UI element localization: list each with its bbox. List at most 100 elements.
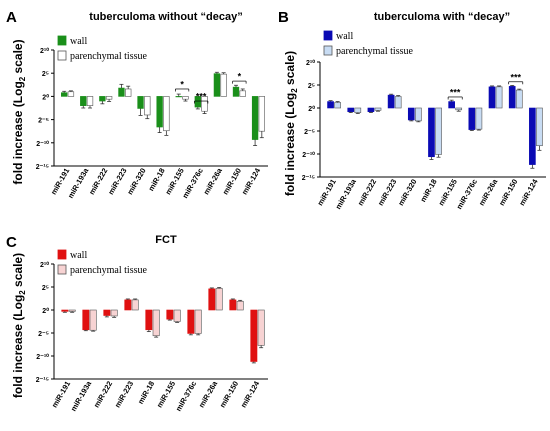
- panel-c-bar: [89, 309, 97, 331]
- panel-b-label: B: [278, 9, 289, 26]
- panel-b-bar: [475, 107, 483, 130]
- panel-a-y-tick-label: 2⁵: [42, 71, 49, 78]
- panel-a-bar: [67, 91, 75, 97]
- panel-b-bar: [488, 86, 496, 109]
- panel-c-title: FCT: [155, 234, 177, 246]
- panel-a-bar: [125, 88, 132, 97]
- panel-c-bar: [152, 309, 160, 337]
- panel-a-bar: [163, 96, 170, 132]
- panel-b-significance-label: ***: [510, 72, 521, 82]
- panel-b-significance-label: ***: [450, 87, 461, 97]
- panel-a-x-tick-label: miR-124: [240, 166, 263, 196]
- panel-a-bar: [182, 96, 189, 100]
- panel-a-bar: [251, 96, 259, 140]
- panel-b-y-tick-label: 2⁰: [308, 105, 315, 113]
- panel-a-x-tick-label: miR-320: [125, 167, 147, 197]
- panel-b-bar: [495, 86, 503, 109]
- panel-c-x-tick-label: miR-191: [50, 380, 72, 410]
- panel-c-bar: [68, 309, 76, 312]
- panel-b-x-tick-label: miR-124: [517, 177, 540, 207]
- panel-c-y-axis-label: fold increase (Log2 scale): [11, 253, 27, 398]
- panel-c-y-tick-label: 2⁻⁵: [38, 331, 49, 338]
- panel-c-x-tick-label: miR-222: [92, 380, 114, 410]
- panel-a-bar: [99, 96, 106, 102]
- panel-c-bar: [229, 299, 237, 311]
- panel-b-bar: [428, 107, 435, 158]
- panel-a-bar: [239, 90, 246, 97]
- panel-b-bar: [435, 107, 442, 155]
- panel-a-bar: [220, 73, 227, 97]
- panel-b-x-tick-label: miR-320: [396, 178, 418, 208]
- panel-c-bar: [166, 309, 174, 320]
- panel-a-bar: [86, 96, 94, 106]
- panel-a-y-tick-label: 2⁻⁵: [38, 118, 49, 125]
- panel-b-bar: [515, 89, 523, 109]
- panel-a-bar: [175, 96, 182, 98]
- panel-b-y-tick-label: 2⁵: [308, 83, 315, 90]
- panel-a-x-tick-label: miR-18: [146, 167, 166, 193]
- panel-a-bar: [118, 87, 125, 97]
- panel-b-y-tick-label: 2⁻¹⁰: [302, 151, 315, 159]
- panel-b-legend-swatch: [323, 45, 333, 56]
- panel-c-bar: [250, 309, 258, 362]
- panel-c-bar: [208, 288, 216, 311]
- panel-c-bar: [82, 309, 90, 331]
- panel-a-bar: [137, 96, 144, 109]
- panel-c-legend-swatch: [57, 249, 67, 260]
- panel-b-bar: [508, 86, 516, 109]
- panel-c-y-tick-label: 2¹⁰: [40, 261, 49, 269]
- panel-b-bar: [334, 102, 341, 109]
- panel-c-x-tick-label: miR-150: [218, 380, 240, 410]
- panel-c-x-tick-label: miR-376c: [174, 380, 198, 413]
- panel-b-legend-swatch: [323, 30, 333, 41]
- panel-b-bar: [347, 107, 355, 112]
- panel-c-bar: [215, 288, 223, 311]
- panel-b-bar: [455, 107, 463, 111]
- panel-b-bar: [354, 107, 362, 113]
- panel-a-bar: [213, 73, 221, 97]
- panel-a-bar: [156, 96, 163, 128]
- panel-b-y-tick-label: 2⁻¹⁵: [302, 175, 315, 182]
- panel-b-bar: [415, 107, 422, 122]
- panel-c-bar: [110, 309, 118, 317]
- panel-c-bar: [187, 309, 195, 334]
- panel-c-bar: [61, 309, 69, 312]
- panel-c-y-tick-label: 2⁵: [42, 285, 49, 292]
- panel-c-label: C: [6, 234, 17, 251]
- panel-b-bar: [394, 96, 402, 109]
- panel-b-legend-label: parenchymal tissue: [336, 46, 413, 57]
- panel-c-legend-swatch: [57, 264, 67, 275]
- panel-a-legend-label: wall: [70, 36, 87, 47]
- panel-a-bar: [61, 92, 68, 97]
- panel-b-legend-label: wall: [336, 31, 353, 42]
- panel-c-bar: [131, 299, 139, 311]
- panel-c-legend-label: wall: [70, 250, 87, 261]
- panel-a-significance-label: ***: [196, 92, 207, 102]
- panel-c-bar: [103, 309, 111, 316]
- panel-a-label: A: [6, 9, 17, 26]
- panel-c-bar: [124, 299, 132, 311]
- panel-c-x-tick-label: miR-18: [136, 380, 156, 406]
- panel-c-x-tick-label: miR-26a: [197, 379, 220, 409]
- panel-a-bar: [105, 96, 113, 100]
- panel-b-y-tick-label: 2⁻⁵: [304, 129, 315, 136]
- panel-b-bar: [327, 101, 334, 109]
- panel-c-bar: [194, 309, 202, 334]
- panel-b-y-tick-label: 2¹⁰: [306, 59, 315, 67]
- panel-b-bar: [407, 107, 415, 121]
- panel-b-bar: [367, 107, 375, 112]
- panel-c-x-tick-label: miR-193a: [69, 379, 94, 413]
- panel-a-bar: [232, 86, 240, 97]
- panel-c-x-tick-label: miR-155: [155, 380, 177, 410]
- panel-a-legend-swatch: [57, 50, 67, 61]
- panel-a-bar: [144, 96, 151, 116]
- panel-b-x-tick-label: miR-18: [418, 178, 438, 204]
- panel-a-legend-label: parenchymal tissue: [70, 51, 147, 62]
- panel-b-bar: [448, 101, 455, 109]
- panel-c-legend-label: parenchymal tissue: [70, 265, 147, 276]
- panel-a-y-axis-label: fold increase (Log2 scale): [11, 39, 27, 184]
- panel-b-bar: [468, 107, 476, 130]
- panel-b-y-axis-label: fold increase (Log2 scale): [283, 51, 299, 196]
